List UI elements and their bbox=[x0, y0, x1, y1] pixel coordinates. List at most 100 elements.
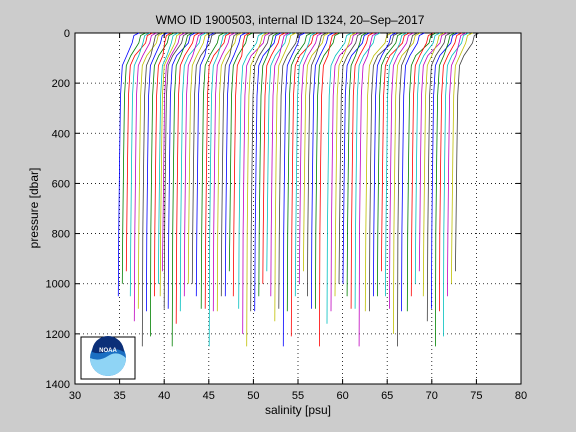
salinity-profile bbox=[334, 32, 356, 297]
salinity-profile bbox=[418, 32, 447, 272]
salinity-profile bbox=[179, 32, 207, 312]
salinity-profile bbox=[187, 32, 211, 284]
y-tick-label: 1000 bbox=[46, 279, 70, 291]
salinity-profile bbox=[373, 32, 397, 297]
x-tick-label: 75 bbox=[470, 390, 482, 402]
salinity-profile bbox=[129, 32, 150, 297]
salinity-profile bbox=[354, 32, 381, 309]
salinity-profile bbox=[385, 32, 407, 297]
salinity-profile bbox=[298, 32, 323, 284]
salinity-profile bbox=[146, 32, 168, 312]
x-tick-label: 35 bbox=[113, 390, 125, 402]
salinity-profile bbox=[422, 32, 445, 297]
x-tick-label: 60 bbox=[336, 390, 348, 402]
salinity-profile bbox=[290, 32, 319, 337]
salinity-profile bbox=[439, 32, 462, 312]
x-tick-label: 45 bbox=[203, 390, 215, 402]
y-tick-label: 0 bbox=[64, 28, 70, 40]
salinity-profile bbox=[228, 32, 253, 272]
salinity-profile bbox=[414, 32, 441, 284]
salinity-profile bbox=[274, 32, 297, 322]
salinity-profile bbox=[401, 32, 425, 312]
salinity-profile bbox=[338, 32, 363, 284]
salinity-profile bbox=[319, 32, 338, 347]
salinity-profile bbox=[220, 32, 240, 297]
salinity-profile bbox=[133, 32, 157, 322]
salinity-profile bbox=[381, 32, 410, 272]
salinity-profile bbox=[254, 32, 282, 312]
salinity-profile bbox=[451, 32, 473, 284]
noaa-logo-text: NOAA bbox=[99, 348, 117, 354]
grid-lines bbox=[75, 33, 521, 384]
salinity-profile bbox=[431, 32, 458, 309]
salinity-profile bbox=[117, 32, 140, 297]
salinity-profile bbox=[350, 32, 374, 309]
salinity-profile bbox=[342, 32, 370, 284]
salinity-profile bbox=[286, 32, 312, 312]
salinity-profile bbox=[175, 32, 200, 324]
salinity-profile bbox=[364, 32, 392, 312]
salinity-profile bbox=[303, 32, 330, 272]
salinity-profile bbox=[330, 32, 359, 312]
salinity-profile bbox=[258, 32, 279, 297]
y-tick-label: 800 bbox=[52, 229, 70, 241]
x-tick-label: 55 bbox=[292, 390, 304, 402]
salinity-profile bbox=[238, 32, 264, 309]
salinity-profile bbox=[232, 32, 251, 297]
chart-title: WMO ID 1900503, internal ID 1324, 20–Sep… bbox=[156, 13, 425, 27]
salinity-profile bbox=[282, 32, 306, 347]
salinity-profile bbox=[121, 32, 146, 284]
salinity-profile bbox=[294, 32, 316, 297]
salinity-profile bbox=[455, 32, 480, 272]
y-tick-label: 1200 bbox=[46, 329, 70, 341]
y-tick-label: 1400 bbox=[46, 379, 70, 391]
salinity-profile bbox=[137, 32, 164, 309]
salinity-profile bbox=[435, 32, 456, 347]
salinity-profile bbox=[447, 32, 467, 297]
salinity-profile bbox=[158, 32, 179, 284]
salinity-profile bbox=[212, 32, 236, 312]
salinity-profile bbox=[397, 32, 418, 347]
noaa-logo: NOAA bbox=[80, 336, 136, 380]
x-tick-label: 80 bbox=[515, 390, 527, 402]
salinity-profile bbox=[125, 32, 153, 272]
salinity-profile bbox=[393, 32, 421, 334]
salinity-profile bbox=[246, 32, 268, 347]
salinity-profile bbox=[250, 32, 275, 312]
salinity-profile bbox=[326, 32, 352, 324]
salinity-profile bbox=[377, 32, 403, 297]
y-tick-label: 200 bbox=[52, 78, 70, 90]
x-tick-label: 30 bbox=[69, 390, 81, 402]
salinity-profile bbox=[171, 32, 193, 347]
salinity-profile bbox=[163, 32, 189, 309]
salinity-profile bbox=[410, 32, 434, 297]
salinity-profile bbox=[154, 32, 172, 297]
y-tick-label: 400 bbox=[52, 128, 70, 140]
x-tick-label: 50 bbox=[247, 390, 259, 402]
salinity-profile bbox=[266, 32, 292, 272]
salinity-profile bbox=[311, 32, 334, 309]
salinity-profile bbox=[278, 32, 303, 309]
salinity-profile bbox=[307, 32, 327, 297]
salinity-profile bbox=[141, 32, 161, 347]
salinity-profile bbox=[358, 32, 378, 347]
salinity-profile bbox=[150, 32, 175, 337]
salinity-profile bbox=[167, 32, 196, 309]
salinity-profile bbox=[183, 32, 204, 297]
y-axis-label: pressure [dbar] bbox=[27, 168, 41, 249]
axis-ticks: 30 35 40 45 50 55 60 65 70 75 80020040060080010001… bbox=[46, 28, 528, 402]
salinity-profile bbox=[208, 32, 229, 347]
salinity-profile bbox=[270, 32, 290, 297]
salinity-profile bbox=[204, 32, 232, 309]
salinity-profile bbox=[224, 32, 246, 297]
noaa-wave-icon bbox=[90, 353, 126, 376]
x-tick-label: 40 bbox=[158, 390, 170, 402]
x-tick-label: 65 bbox=[381, 390, 393, 402]
salinity-profile bbox=[162, 32, 186, 272]
salinity-profile bbox=[242, 32, 271, 334]
salinity-profile bbox=[216, 32, 242, 312]
salinity-profile bbox=[369, 32, 399, 312]
salinity-profile bbox=[315, 32, 341, 309]
salinity-profile bbox=[262, 32, 286, 284]
